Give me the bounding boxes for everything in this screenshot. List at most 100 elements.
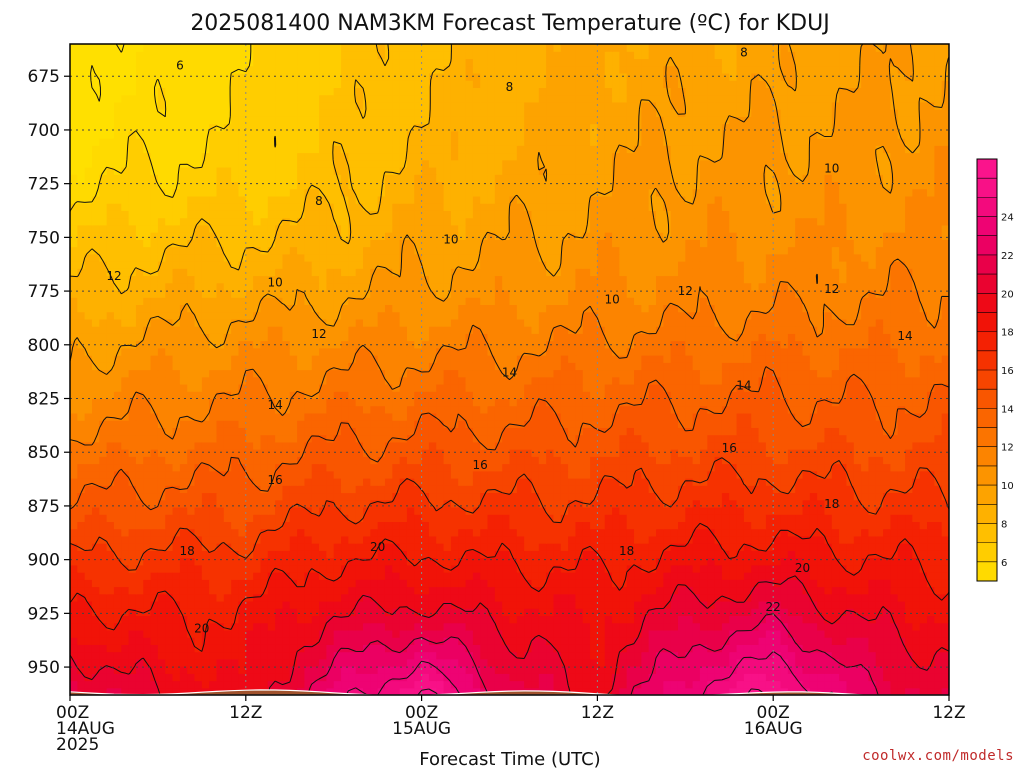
fill-cell xyxy=(121,629,130,638)
fill-cell xyxy=(590,572,598,580)
fill-cell xyxy=(597,535,606,544)
fill-cell xyxy=(348,427,357,436)
fill-cell xyxy=(245,528,254,537)
fill-cell xyxy=(897,608,906,617)
fill-cell xyxy=(311,564,320,573)
fill-cell xyxy=(187,637,196,645)
fill-cell xyxy=(260,434,269,443)
fill-cell xyxy=(773,478,782,486)
fill-cell xyxy=(890,687,899,695)
fill-cell xyxy=(304,615,313,624)
fill-cell xyxy=(311,673,320,682)
fill-cell xyxy=(91,629,100,638)
fill-cell xyxy=(846,398,855,407)
fill-cell xyxy=(634,449,642,457)
fill-cell xyxy=(480,420,489,428)
fill-cell xyxy=(304,550,313,559)
fill-cell xyxy=(91,586,100,595)
fill-cell xyxy=(231,514,240,522)
fill-cell xyxy=(421,644,430,653)
fill-cell xyxy=(157,608,166,617)
fill-cell xyxy=(319,506,327,515)
fill-cell xyxy=(143,391,152,400)
fill-cell xyxy=(450,543,459,551)
fill-cell xyxy=(685,405,694,414)
fill-cell xyxy=(143,557,152,566)
fill-cell xyxy=(787,651,796,660)
fill-cell xyxy=(787,564,796,573)
fill-cell xyxy=(267,492,276,501)
fill-cell xyxy=(421,514,430,522)
fill-cell xyxy=(758,506,767,515)
fill-cell xyxy=(487,651,496,660)
fill-cell xyxy=(890,600,899,609)
fill-cell xyxy=(751,485,760,494)
fill-cell xyxy=(201,673,210,682)
fill-cell xyxy=(927,680,935,689)
fill-cell xyxy=(333,622,342,631)
fill-cell xyxy=(216,586,225,595)
fill-cell xyxy=(260,535,269,544)
fill-cell xyxy=(194,543,203,551)
fill-cell xyxy=(341,441,349,450)
fill-cell xyxy=(165,456,174,465)
fill-cell xyxy=(487,485,496,494)
fill-cell xyxy=(370,608,379,617)
fill-cell xyxy=(267,608,276,617)
fill-cell xyxy=(941,434,949,443)
fill-cell xyxy=(927,658,935,667)
fill-cell xyxy=(516,666,525,674)
fill-cell xyxy=(355,492,364,501)
fill-cell xyxy=(267,629,276,638)
fill-cell xyxy=(773,492,782,501)
fill-cell xyxy=(91,405,100,414)
fill-cell xyxy=(941,608,949,617)
fill-cell xyxy=(194,470,203,479)
fill-cell xyxy=(721,615,730,624)
fill-cell xyxy=(516,391,525,400)
fill-cell xyxy=(135,449,144,457)
fill-cell xyxy=(384,528,393,537)
fill-cell xyxy=(839,398,848,407)
fill-cell xyxy=(414,499,423,508)
fill-cell xyxy=(553,427,562,436)
fill-cell xyxy=(260,615,269,624)
fill-cell xyxy=(780,441,789,450)
fill-cell xyxy=(568,651,577,660)
fill-cell xyxy=(553,463,562,472)
fill-cell xyxy=(348,470,357,479)
fill-cell xyxy=(443,499,452,508)
fill-cell xyxy=(201,456,210,465)
fill-cell xyxy=(297,434,305,443)
fill-cell xyxy=(70,398,78,407)
fill-cell xyxy=(524,441,533,450)
fill-cell xyxy=(77,463,86,472)
fill-cell xyxy=(143,456,152,465)
fill-cell xyxy=(743,506,752,515)
fill-cell xyxy=(641,586,650,595)
fill-cell xyxy=(311,666,320,674)
fill-cell xyxy=(238,586,247,595)
fill-cell xyxy=(553,456,562,465)
fill-cell xyxy=(538,449,547,457)
fill-cell xyxy=(502,405,511,414)
fill-cell xyxy=(509,586,518,595)
fill-cell xyxy=(736,680,745,689)
fill-cell xyxy=(121,478,130,486)
fill-cell xyxy=(861,492,870,501)
fill-cell xyxy=(135,572,144,580)
fill-cell xyxy=(575,564,584,573)
fill-cell xyxy=(905,463,913,472)
fill-cell xyxy=(575,470,584,479)
fill-cell xyxy=(714,441,723,450)
fill-cell xyxy=(209,391,218,400)
fill-cell xyxy=(787,600,796,609)
fill-cell xyxy=(626,521,635,530)
fill-cell xyxy=(568,449,577,457)
fill-cell xyxy=(311,593,320,602)
fill-cell xyxy=(707,637,716,645)
fill-cell xyxy=(414,485,423,494)
fill-cell xyxy=(817,600,826,609)
fill-cell xyxy=(692,658,701,667)
